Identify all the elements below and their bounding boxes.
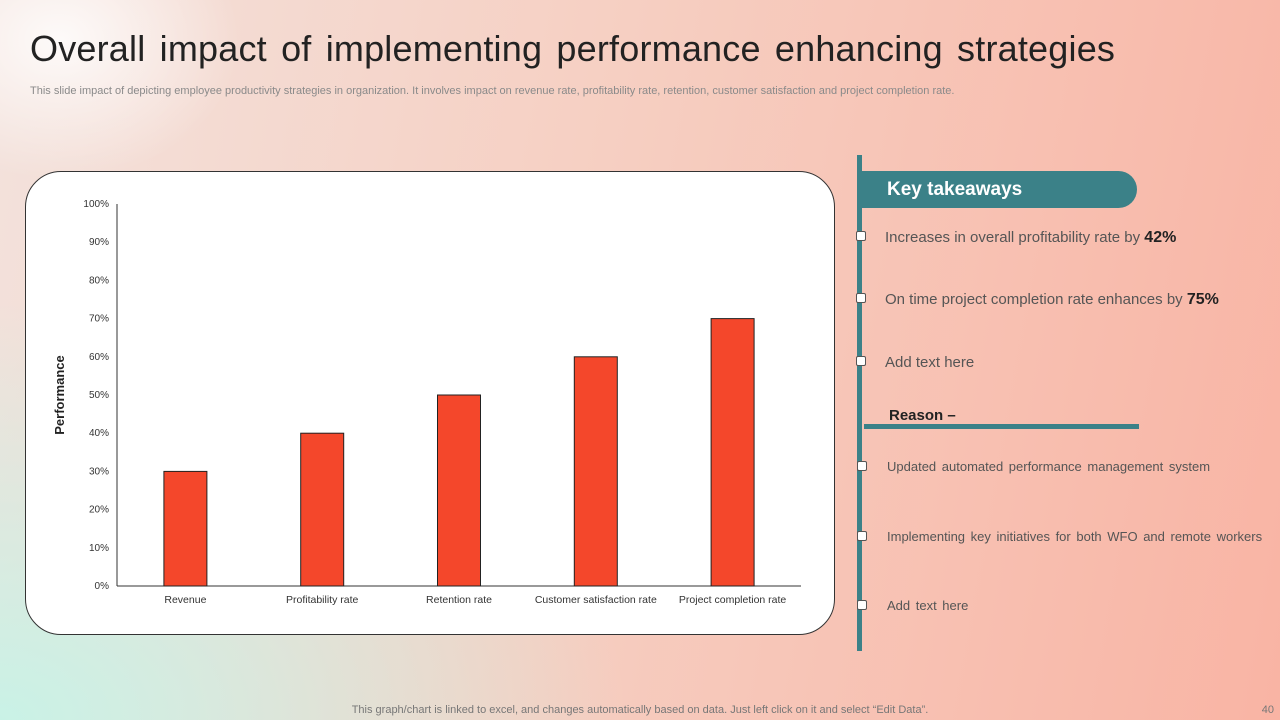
slide-subtitle: This slide impact of depicting employee … — [30, 85, 955, 97]
y-tick-label: 50% — [89, 390, 109, 401]
footer-note: This graph/chart is linked to excel, and… — [351, 704, 929, 716]
takeaway-bullet-1 — [856, 231, 866, 241]
x-tick-label: Revenue — [164, 594, 206, 606]
takeaway-text: Add text here — [885, 354, 975, 371]
bar — [573, 356, 618, 587]
takeaway-highlight: 75% — [1186, 291, 1219, 308]
reason-item-2: Implementing key initiatives for both WF… — [887, 529, 1263, 544]
y-axis-label: Performance — [52, 355, 67, 434]
takeaway-item-2: On time project completion rate enhances… — [885, 291, 1219, 309]
takeaway-bullet-3 — [856, 356, 866, 366]
takeaway-text: Increases in overall profitability rate … — [885, 229, 1145, 246]
takeaway-item-3: Add text here — [885, 354, 974, 372]
timeline-line — [857, 155, 862, 651]
y-tick-label: 10% — [89, 543, 109, 554]
reason-item-1: Updated automated performance management… — [887, 459, 1211, 474]
takeaway-text: On time project completion rate enhances… — [885, 291, 1187, 308]
takeaway-bullet-2 — [856, 293, 866, 303]
reason-heading: Reason – — [889, 407, 956, 424]
y-tick-label: 30% — [89, 466, 109, 477]
bar-chart[interactable]: 0% 10% 20% 30% 40% 50% 60% 70% 80% 90% 100% Perform… — [26, 172, 836, 636]
x-tick-label: Profitability rate — [286, 594, 359, 606]
reason-bullet-2 — [857, 531, 867, 541]
key-takeaways-heading: Key takeaways — [887, 179, 1023, 200]
bar — [163, 470, 208, 587]
y-tick-label: 100% — [83, 199, 109, 210]
y-tick-label: 90% — [89, 237, 109, 248]
takeaway-item-1: Increases in overall profitability rate … — [885, 229, 1176, 247]
bar — [300, 432, 345, 587]
y-tick-label: 20% — [89, 505, 109, 516]
bar — [710, 318, 755, 587]
reason-underline — [864, 424, 1139, 429]
page-number: 40 — [1261, 704, 1274, 716]
y-tick-label: 60% — [89, 352, 109, 363]
y-tick-label: 40% — [89, 428, 109, 439]
reason-item-3: Add text here — [887, 598, 969, 613]
slide-title: Overall impact of implementing performan… — [30, 28, 1116, 69]
chart-card[interactable]: 0% 10% 20% 30% 40% 50% 60% 70% 80% 90% 100% Perform… — [25, 171, 835, 635]
key-takeaways-banner: Key takeaways — [861, 171, 1137, 208]
reason-bullet-3 — [857, 600, 867, 610]
bar — [437, 394, 481, 587]
y-tick-label: 70% — [89, 314, 109, 325]
reason-bullet-1 — [857, 461, 867, 471]
y-tick-label: 80% — [89, 275, 109, 286]
x-tick-label: Customer satisfaction rate — [535, 594, 657, 606]
takeaway-highlight: 42% — [1144, 229, 1177, 246]
x-tick-label: Project completion rate — [679, 594, 787, 606]
y-tick-label: 0% — [95, 581, 110, 592]
x-tick-label: Retention rate — [426, 594, 492, 606]
